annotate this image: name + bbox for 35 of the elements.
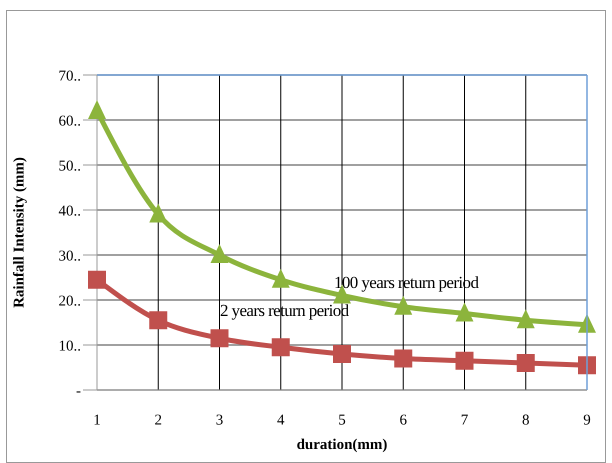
point	[456, 352, 474, 370]
y-tick-label: -	[76, 383, 81, 400]
y-tick-label: 20..	[58, 293, 81, 310]
point	[333, 345, 351, 363]
x-tick-label: 2	[154, 412, 162, 429]
x-tick-label: 5	[338, 412, 346, 429]
point	[394, 350, 412, 368]
x-tick-label: 3	[216, 412, 224, 429]
point	[149, 311, 168, 330]
y-tick-label: 10..	[58, 338, 81, 354]
x-tick-label: 8	[522, 412, 530, 429]
x-tick-label: 4	[277, 412, 285, 429]
point	[578, 356, 596, 374]
y-tick-label: 30..	[58, 248, 81, 264]
point	[88, 270, 106, 289]
x-tick-label: 9	[583, 412, 591, 429]
point	[210, 329, 228, 348]
point	[516, 354, 535, 372]
x-tick-label: 7	[460, 412, 469, 429]
x-tick-label: 1	[93, 412, 101, 429]
y-axis-title: Rainfall Intensity (mm)	[11, 157, 28, 308]
point	[88, 100, 106, 119]
point	[394, 296, 412, 315]
point	[210, 244, 228, 263]
x-axis-title: duration(mm)	[296, 437, 388, 453]
point	[272, 338, 290, 356]
y-tick-label: 50..	[58, 158, 81, 174]
point	[516, 309, 535, 328]
point	[149, 204, 168, 222]
point	[272, 268, 290, 288]
point	[456, 302, 474, 322]
y-tick-label: 40..	[58, 203, 81, 220]
y-tick-label: 60..	[58, 113, 81, 130]
y-tick-label: 70..	[58, 68, 81, 84]
x-tick-label: 6	[400, 412, 408, 429]
